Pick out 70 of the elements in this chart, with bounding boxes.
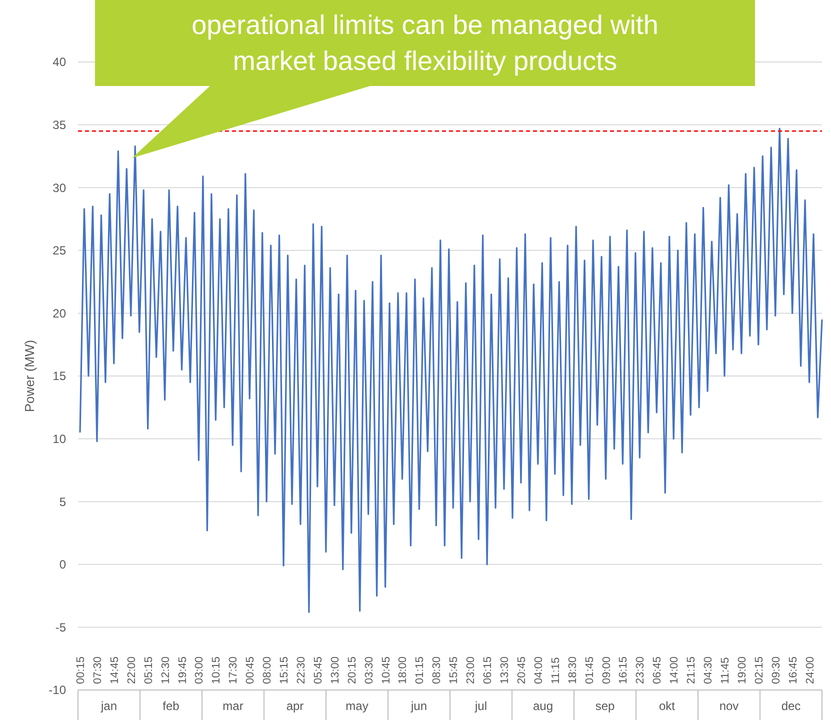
x-tick-label: 13:30 [499,656,511,684]
y-tick-label: 10 [52,432,66,446]
y-tick-label: 5 [59,494,66,509]
x-tick-label: 16:15 [618,656,630,684]
y-tick-label: 20 [52,306,66,320]
x-tick-label: 01:45 [584,656,596,684]
x-tick-label: 15:15 [278,656,291,684]
text: may [346,699,368,713]
x-tick-label: 04:00 [532,656,545,684]
x-tick-label: 22:00 [126,656,138,684]
x-tick-label: 01:15 [414,656,426,684]
annotation: operational limits can be managed with market based flexibility products [192,10,658,76]
x-tick-label: 14:00 [668,656,681,684]
x-tick-label: 13:00 [329,656,342,684]
text: nov [719,699,739,713]
x-tick-label: 06:15 [482,656,494,684]
x-tick-label: 05:45 [312,656,324,684]
x-tick-label: 11:45 [719,657,732,684]
y-tick-label: -5 [55,620,66,634]
line-series [79,128,823,613]
x-tick-label: 22:30 [295,656,308,684]
x-tick-label: 17:30 [228,656,240,684]
x-tick-label: 00:45 [244,656,257,684]
text: mar [222,699,244,713]
x-tick-label: 18:00 [397,656,410,684]
text: jul [474,699,488,713]
x-tick-label: 14:45 [108,656,121,684]
y-tick-label: -10 [48,683,66,698]
y-tick-label: 25 [52,244,66,258]
x-tick-label: 11:15 [550,657,562,684]
x-tick-label: 08:30 [431,656,444,684]
x-tick-label: 19:00 [736,656,748,684]
x-tick-label: 23:00 [465,656,478,684]
text: jun [410,699,428,713]
x-tick-label: 00:15 [75,656,87,684]
x-tick-label: 07:30 [92,656,104,684]
x-tick-label: 02:15 [753,656,766,684]
x-tick-label: 06:45 [652,656,664,684]
x-tick-label: 19:45 [176,656,189,684]
x-tick-label: 03:30 [363,656,376,684]
text: aug [532,699,554,713]
x-tick-label: 16:45 [787,656,800,684]
x-tick-label: 10:15 [210,656,223,684]
x-tick-label: 20:15 [346,656,358,684]
y-tick-label: 40 [52,55,66,70]
x-tick-label: 18:30 [566,656,579,684]
x-tick-label: 08:00 [262,656,274,684]
y-tick-label: 35 [52,118,66,132]
x-tick-label: 23:30 [634,656,647,684]
x-tick-label: 09:30 [770,656,782,684]
x-tick-label: 10:45 [380,656,392,684]
x-tick-label: 04:30 [702,656,715,684]
x-tick-label: 15:45 [448,656,460,684]
text: apr [286,699,304,713]
text: okt [658,699,676,713]
x-tick-label: 05:15 [142,656,155,684]
text: dec [781,699,801,713]
x-tick-label: 09:00 [600,656,613,684]
x-tick-label: 24:00 [804,656,816,684]
text: feb [162,699,180,713]
text: jan [100,699,118,713]
text: sep [595,699,615,713]
y-tick-label: 30 [52,180,66,195]
y-tick-label: 15 [52,369,66,384]
y-axis-title: Power (MW) [22,340,37,412]
y-tick-label: 0 [59,558,66,572]
x-tick-label: 12:30 [160,656,172,684]
x-tick-label: 03:00 [194,656,206,684]
x-tick-label: 21:15 [686,656,698,684]
x-tick-label: 20:45 [516,656,528,684]
